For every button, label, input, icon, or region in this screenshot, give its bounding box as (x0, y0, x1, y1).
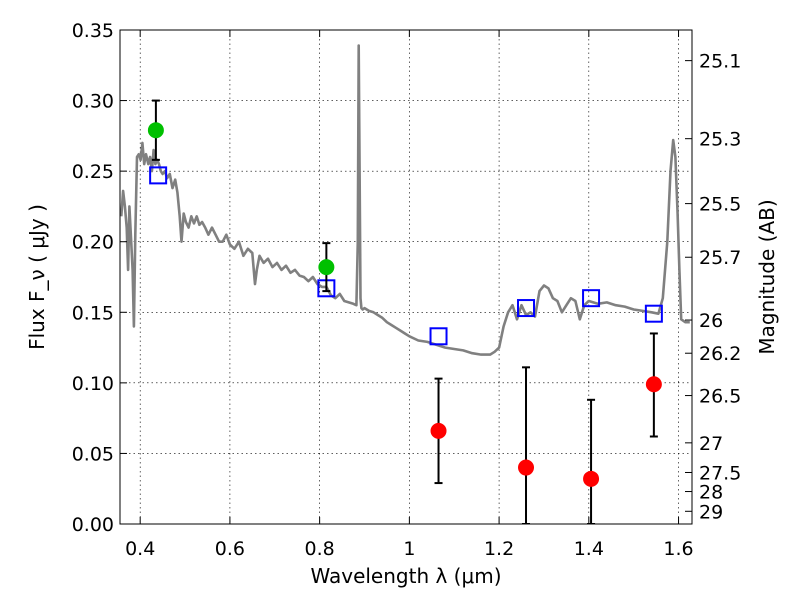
mag-tick-label: 26 (699, 310, 723, 332)
model-spectrum-line (120, 44, 690, 356)
x-axis: 0.4 0.6 0.8 1 1.2 1.4 1.6 (125, 30, 694, 560)
model-point (644, 304, 663, 323)
mag-tick-label: 27 (699, 433, 723, 455)
mag-tick-label: 25.5 (699, 194, 741, 216)
y-tick-label: 0.25 (72, 161, 114, 183)
y-axis-label: Flux F_ν ( μJy ) (25, 204, 49, 350)
mag-tick-label: 25.7 (699, 247, 741, 269)
model-point (582, 289, 601, 308)
y-tick-label: 0.05 (72, 443, 114, 465)
y-axis-right-label: Magnitude (AB) (755, 199, 779, 354)
axes-frame (119, 29, 693, 525)
y-tick-label: 0.20 (72, 232, 114, 254)
mag-tick-label: 29 (699, 501, 723, 523)
mag-tick-label: 27.5 (699, 462, 741, 484)
x-tick-label: 1.4 (574, 538, 604, 560)
mag-tick-label: 25.3 (699, 129, 741, 151)
model-point (429, 327, 448, 346)
model-point (517, 299, 536, 318)
detection-point (318, 259, 335, 276)
x-tick-label: 1.2 (484, 538, 514, 560)
x-tick-label: 0.4 (125, 538, 155, 560)
upper-limit-point (645, 376, 662, 393)
upper-limit-point (583, 470, 600, 487)
x-axis-label: Wavelength λ (μm) (310, 564, 501, 588)
x-tick-label: 0.8 (305, 538, 335, 560)
x-tick-label: 0.6 (215, 538, 245, 560)
y-tick-label: 0.30 (72, 91, 114, 113)
upper-limit-point (430, 422, 447, 439)
upper-limit-point (518, 459, 535, 476)
x-tick-label: 1.6 (663, 538, 693, 560)
y-tick-label: 0.10 (72, 373, 114, 395)
x-tick-label: 1 (403, 538, 415, 560)
mag-tick-label: 25.1 (699, 51, 741, 73)
plot-area (120, 44, 690, 524)
mag-tick-label: 26.2 (699, 343, 741, 365)
y-tick-label: 0.15 (72, 302, 114, 324)
model-point (149, 166, 168, 185)
y-axis-left: 0.00 0.05 0.10 0.15 0.20 0.25 0.30 0.35 (72, 20, 127, 536)
grid-lines (120, 29, 692, 525)
x-axis-label-text: Wavelength λ (μm) (310, 564, 501, 588)
mag-tick-label: 28 (699, 482, 723, 504)
mag-tick-label: 26.5 (699, 386, 741, 408)
detection-point (147, 122, 164, 139)
y-tick-label: 0.35 (72, 20, 114, 42)
y-tick-label: 0.00 (72, 514, 114, 536)
